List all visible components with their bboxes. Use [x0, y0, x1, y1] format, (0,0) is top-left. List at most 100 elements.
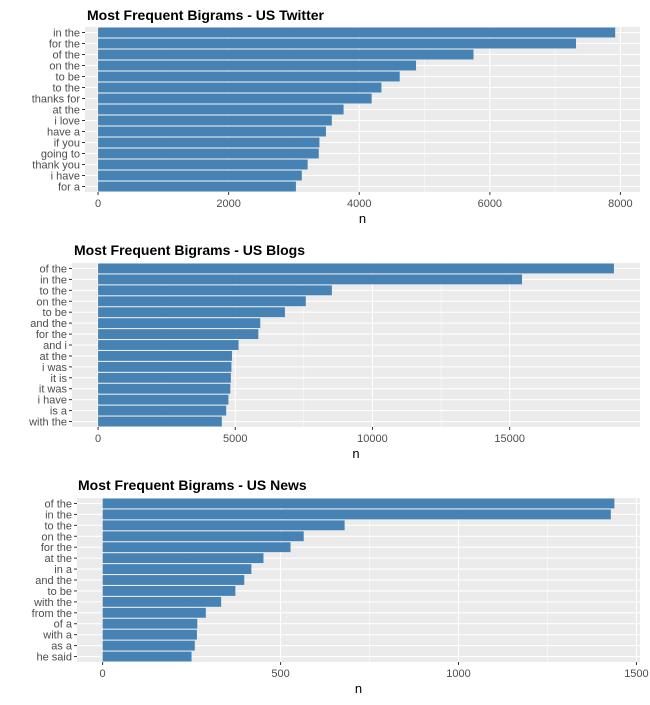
category-label: to the [52, 83, 80, 95]
category-label: to the [39, 285, 67, 297]
bar [102, 629, 197, 640]
category-label: of the [39, 263, 67, 275]
category-label: for the [49, 39, 80, 51]
category-label: and i [43, 340, 67, 352]
bar [98, 104, 344, 115]
x-axis-label: n [355, 681, 362, 696]
bar [98, 38, 577, 49]
bar [98, 274, 523, 285]
category-label: to be [48, 586, 72, 598]
x-tick-label: 10000 [357, 433, 388, 445]
category-label: in the [45, 509, 72, 521]
bar [98, 383, 231, 394]
category-label: from the [32, 608, 72, 620]
bar [98, 27, 616, 38]
bar [98, 137, 320, 148]
bar [98, 93, 372, 104]
x-tick-label: 4000 [347, 198, 371, 210]
bar [102, 531, 304, 542]
bar [102, 498, 615, 509]
x-tick-label: 0 [100, 668, 106, 680]
category-label: on the [41, 531, 72, 543]
bar [98, 159, 308, 170]
bar [98, 405, 227, 416]
category-label: have a [47, 127, 81, 139]
bar [98, 181, 296, 192]
bar [98, 340, 239, 350]
x-axis-label: n [352, 446, 359, 461]
category-label: to the [44, 520, 72, 532]
category-label: to be [43, 307, 67, 319]
x-tick-label: 0 [95, 433, 101, 445]
category-label: of a [54, 619, 73, 631]
bar [102, 607, 206, 618]
category-label: thanks for [32, 94, 81, 106]
bar [98, 285, 332, 296]
x-tick-label: 0 [95, 198, 101, 210]
x-tick-label: 500 [271, 668, 289, 680]
x-tick-label: 2000 [216, 198, 240, 210]
category-label: for the [36, 329, 67, 341]
bar [98, 351, 232, 361]
category-label: at the [39, 351, 67, 363]
category-label: with a [42, 630, 73, 642]
category-label: to be [56, 72, 80, 84]
x-tick-label: 1000 [446, 668, 470, 680]
bar [102, 564, 252, 574]
chart-title: Most Frequent Bigrams - US Blogs [74, 242, 305, 258]
category-label: i was [42, 362, 68, 374]
bar [102, 509, 611, 520]
bar [98, 416, 222, 427]
bar [102, 596, 222, 607]
bar [98, 394, 229, 405]
bar [98, 329, 259, 339]
bar [98, 148, 319, 159]
category-label: of the [44, 498, 72, 510]
bar [98, 263, 614, 274]
category-label: for a [58, 182, 81, 194]
category-label: if you [54, 138, 80, 150]
bar [98, 307, 285, 318]
bar [98, 170, 302, 181]
category-label: on the [36, 296, 67, 308]
bar [98, 71, 400, 82]
bar [102, 586, 236, 596]
category-label: it was [39, 384, 68, 396]
bar [98, 361, 232, 372]
bar [98, 318, 261, 329]
bar [102, 575, 245, 585]
category-label: is a [50, 406, 68, 418]
category-label: as a [51, 641, 73, 653]
x-axis-label: n [359, 211, 366, 226]
bar [98, 115, 332, 126]
x-tick-label: 5000 [223, 433, 247, 445]
bar [98, 126, 326, 137]
category-label: it is [51, 373, 68, 385]
category-label: with the [28, 417, 67, 429]
bar [102, 618, 198, 629]
bar [98, 60, 417, 71]
category-label: i have [38, 395, 67, 407]
category-label: he said [37, 652, 72, 664]
x-tick-label: 15000 [494, 433, 525, 445]
category-label: in the [40, 274, 67, 286]
category-label: going to [41, 149, 80, 161]
bar [98, 372, 231, 383]
category-label: i love [54, 116, 80, 128]
chart-title: Most Frequent Bigrams - US Twitter [87, 7, 325, 23]
category-label: for the [41, 542, 72, 554]
category-label: and the [30, 318, 67, 330]
bar [102, 640, 195, 651]
category-label: at the [52, 105, 80, 117]
x-tick-label: 6000 [478, 198, 502, 210]
category-label: in a [54, 564, 73, 576]
category-label: and the [35, 575, 72, 587]
bar [102, 651, 192, 662]
category-label: at the [44, 553, 72, 565]
bar [98, 49, 474, 60]
category-label: in the [53, 28, 80, 40]
